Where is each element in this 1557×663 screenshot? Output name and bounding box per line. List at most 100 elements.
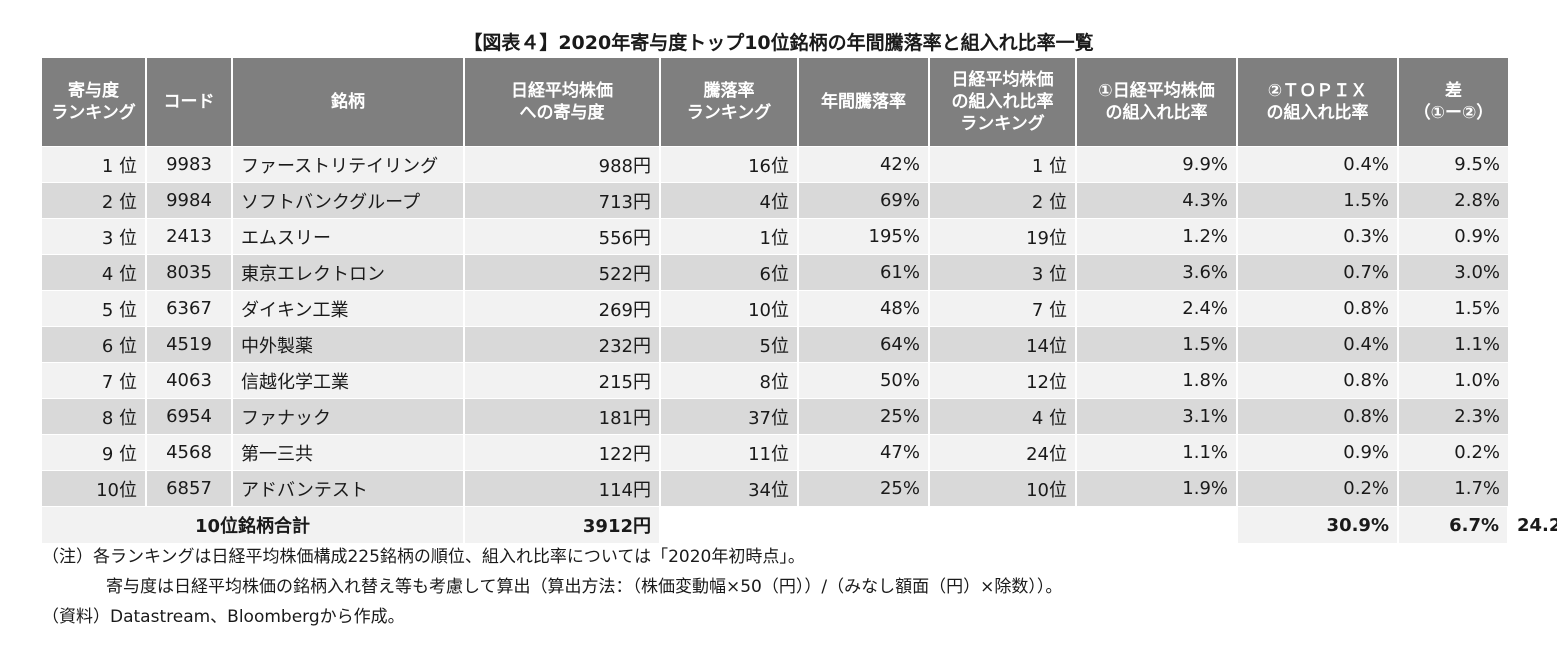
topix-weight-cell: 0.8% bbox=[1236, 398, 1398, 435]
header-name: 銘柄 bbox=[231, 58, 464, 147]
header-line: （①ー②） bbox=[1413, 103, 1494, 123]
diff-cell: 1.1% bbox=[1397, 326, 1508, 363]
weight-rank-cell: 14位 bbox=[928, 326, 1076, 363]
rank-cell: 3 位 bbox=[42, 218, 146, 255]
rank-cell: 6 位 bbox=[42, 326, 146, 363]
code-cell: 9983 bbox=[145, 146, 232, 183]
total-nikkei-weight: 30.9% bbox=[1236, 506, 1398, 543]
rank-cell: 8 位 bbox=[42, 398, 146, 435]
header-contribution: 日経平均株価 への寄与度 bbox=[463, 58, 660, 147]
table-body: 1 位 9983 ファーストリテイリング 988円 16位 42% 1 位 9.9% 0.4% 9… bbox=[42, 146, 1557, 543]
code-cell: 2413 bbox=[145, 218, 232, 255]
contribution-cell: 988円 bbox=[463, 146, 660, 183]
diff-cell: 9.5% bbox=[1397, 146, 1508, 183]
code-cell: 4568 bbox=[145, 434, 232, 471]
total-label: 10位銘柄合計 bbox=[42, 506, 464, 543]
diff-cell: 3.0% bbox=[1397, 254, 1508, 291]
contribution-cell: 269円 bbox=[463, 290, 660, 327]
name-cell: ソフトバンクグループ bbox=[231, 182, 464, 219]
nikkei-weight-cell: 1.1% bbox=[1075, 434, 1237, 471]
nikkei-weight-cell: 1.5% bbox=[1075, 326, 1237, 363]
rank-cell: 4 位 bbox=[42, 254, 146, 291]
topix-weight-cell: 0.4% bbox=[1236, 146, 1398, 183]
nikkei-weight-cell: 2.4% bbox=[1075, 290, 1237, 327]
header-line: ランキング bbox=[960, 114, 1045, 134]
change-rank-cell: 1位 bbox=[659, 218, 798, 255]
header-line: ランキング bbox=[686, 103, 772, 123]
rank-cell: 9 位 bbox=[42, 434, 146, 471]
rank-cell: 5 位 bbox=[42, 290, 146, 327]
diff-cell: 0.2% bbox=[1397, 434, 1508, 471]
change-rank-cell: 6位 bbox=[659, 254, 798, 291]
header-row: 寄与度 ランキング コード 銘柄 日経平均株価 への寄与度 騰落率 ランキング 年間騰落率 日経平… bbox=[42, 58, 1508, 147]
header-line: 騰落率 bbox=[703, 81, 755, 101]
table-row: 5 位 6367 ダイキン工業 269円 10位 48% 7 位 2.4% 0.8% 1.5% bbox=[42, 290, 1508, 327]
table-row: 1 位 9983 ファーストリテイリング 988円 16位 42% 1 位 9.9% 0.4% 9… bbox=[42, 146, 1508, 183]
contribution-cell: 522円 bbox=[463, 254, 660, 291]
header-line: ②ＴＯＰＩＸ bbox=[1267, 81, 1368, 101]
annual-change-cell: 64% bbox=[797, 326, 929, 363]
change-rank-cell: 11位 bbox=[659, 434, 798, 471]
note-2: 寄与度は日経平均株価の銘柄入れ替え等も考慮して算出（算出方法：（株価変動幅×50… bbox=[106, 577, 1063, 597]
contribution-cell: 114円 bbox=[463, 470, 660, 507]
table-row: 8 位 6954 ファナック 181円 37位 25% 4 位 3.1% 0.8% 2.3% bbox=[42, 398, 1508, 435]
annual-change-cell: 61% bbox=[797, 254, 929, 291]
diff-cell: 2.8% bbox=[1397, 182, 1508, 219]
table-row: 9 位 4568 第一三共 122円 11位 47% 24位 1.1% 0.9% 0.2% bbox=[42, 434, 1508, 471]
code-cell: 6857 bbox=[145, 470, 232, 507]
header-nikkei-weight: ①日経平均株価 の組入れ比率 bbox=[1075, 58, 1237, 147]
name-cell: エムスリー bbox=[231, 218, 464, 255]
rank-cell: 10位 bbox=[42, 470, 146, 507]
contribution-cell: 181円 bbox=[463, 398, 660, 435]
topix-weight-cell: 0.7% bbox=[1236, 254, 1398, 291]
change-rank-cell: 5位 bbox=[659, 326, 798, 363]
table-row: 6 位 4519 中外製薬 232円 5位 64% 14位 1.5% 0.4% 1.1% bbox=[42, 326, 1508, 363]
header-line: 日経平均株価 bbox=[951, 70, 1054, 90]
header-weight-rank: 日経平均株価 の組入れ比率 ランキング bbox=[928, 58, 1076, 147]
annual-change-cell: 48% bbox=[797, 290, 929, 327]
diff-cell: 1.0% bbox=[1397, 362, 1508, 399]
total-topix-weight: 6.7% bbox=[1397, 506, 1508, 543]
code-cell: 4519 bbox=[145, 326, 232, 363]
contribution-cell: 215円 bbox=[463, 362, 660, 399]
header-topix-weight: ②ＴＯＰＩＸ の組入れ比率 bbox=[1236, 58, 1398, 147]
header-line: 日経平均株価 bbox=[511, 81, 613, 101]
contribution-cell: 556円 bbox=[463, 218, 660, 255]
diff-cell: 2.3% bbox=[1397, 398, 1508, 435]
topix-weight-cell: 0.8% bbox=[1236, 362, 1398, 399]
header-annual-change: 年間騰落率 bbox=[797, 58, 929, 147]
nikkei-weight-cell: 9.9% bbox=[1075, 146, 1237, 183]
topix-weight-cell: 0.4% bbox=[1236, 326, 1398, 363]
weight-rank-cell: 12位 bbox=[928, 362, 1076, 399]
weight-rank-cell: 7 位 bbox=[928, 290, 1076, 327]
topix-weight-cell: 1.5% bbox=[1236, 182, 1398, 219]
code-cell: 6954 bbox=[145, 398, 232, 435]
name-cell: ファナック bbox=[231, 398, 464, 435]
weight-rank-cell: 19位 bbox=[928, 218, 1076, 255]
change-rank-cell: 16位 bbox=[659, 146, 798, 183]
table-row: 7 位 4063 信越化学工業 215円 8位 50% 12位 1.8% 0.8% 1.0% bbox=[42, 362, 1508, 399]
code-cell: 4063 bbox=[145, 362, 232, 399]
header-line: への寄与度 bbox=[519, 103, 605, 123]
topix-weight-cell: 0.8% bbox=[1236, 290, 1398, 327]
weight-rank-cell: 24位 bbox=[928, 434, 1076, 471]
header-line: 寄与度 bbox=[68, 81, 119, 101]
weight-rank-cell: 2 位 bbox=[928, 182, 1076, 219]
name-cell: 東京エレクトロン bbox=[231, 254, 464, 291]
note-1: （注）各ランキングは日経平均株価構成225銘柄の順位、組入れ比率については「20… bbox=[42, 547, 805, 567]
name-cell: 第一三共 bbox=[231, 434, 464, 471]
annual-change-cell: 25% bbox=[797, 398, 929, 435]
source-note: （資料）Datastream、Bloombergから作成。 bbox=[42, 607, 405, 627]
name-cell: 信越化学工業 bbox=[231, 362, 464, 399]
notes: （注）各ランキングは日経平均株価構成225銘柄の順位、組入れ比率については「20… bbox=[42, 542, 1062, 632]
header-line: 差 bbox=[1445, 81, 1462, 101]
nikkei-weight-cell: 1.8% bbox=[1075, 362, 1237, 399]
name-cell: 中外製薬 bbox=[231, 326, 464, 363]
header-change-rank: 騰落率 ランキング bbox=[659, 58, 798, 147]
nikkei-weight-cell: 1.9% bbox=[1075, 470, 1237, 507]
data-table: 寄与度 ランキング コード 銘柄 日経平均株価 への寄与度 騰落率 ランキング 年間騰落率 日経平… bbox=[42, 58, 1557, 543]
header-diff: 差（①ー②） bbox=[1397, 58, 1508, 147]
change-rank-cell: 37位 bbox=[659, 398, 798, 435]
table-row: 2 位 9984 ソフトバンクグループ 713円 4位 69% 2 位 4.3% 1.5% 2.8… bbox=[42, 182, 1508, 219]
